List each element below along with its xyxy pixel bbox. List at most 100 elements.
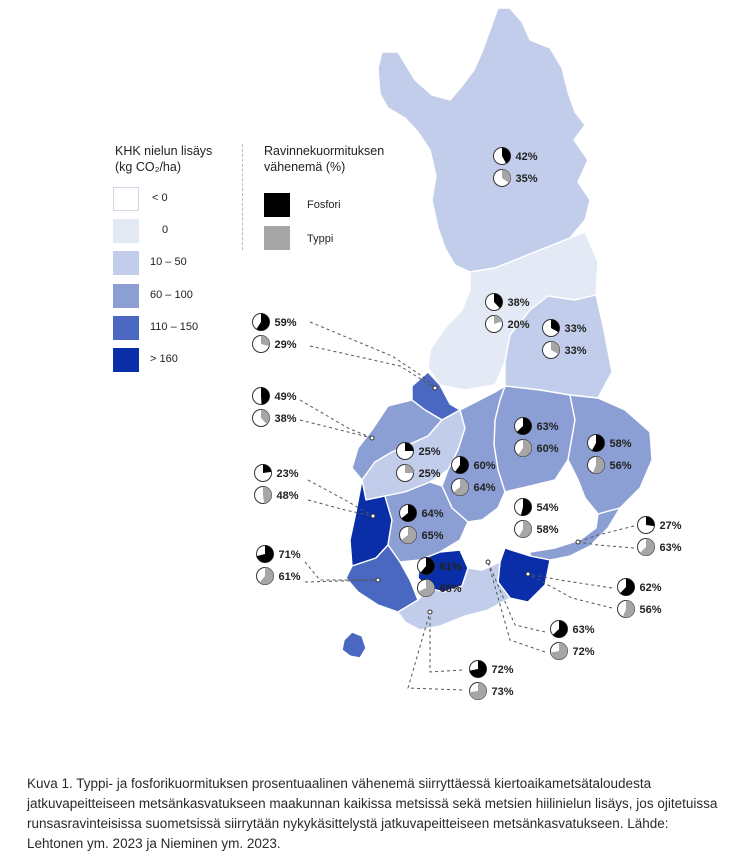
label-fosfori-lappi: 42% — [516, 151, 538, 163]
pie-fosfori-pohjois-karjala — [587, 434, 605, 452]
leader-keski-pohjanmaa — [309, 321, 436, 389]
legend-swatch-0 — [113, 219, 139, 243]
legend-label-10-50: 10 – 50 — [150, 256, 187, 268]
legend-divider — [242, 144, 243, 250]
pie-fosfori-etel-karjala — [637, 516, 655, 534]
pie-typpi-pohjanmaa — [252, 409, 270, 427]
leader-pohjanmaa-2 — [299, 419, 373, 439]
pie-typpi-etel-pohjanmaa — [396, 464, 414, 482]
label-typpi-pirkanmaa: 65% — [422, 530, 444, 542]
pie-fosfori-keski-pohjanmaa-slice — [256, 313, 270, 331]
leader-dot-pohjanmaa — [369, 435, 375, 441]
label-typpi-etel-savo: 58% — [537, 524, 559, 536]
pie-fosfori-pohjois-pohjanmaa-slice — [494, 293, 503, 309]
pie-typpi-kymenlaakso-slice — [622, 600, 635, 618]
label-typpi-kanta-h-me: 68% — [440, 583, 462, 595]
leader-dot-kymenlaakso — [525, 571, 531, 577]
pie-typpi-uusimaa — [469, 682, 487, 700]
pie-typpi-kymenlaakso — [617, 600, 635, 618]
pie-typpi-satakunta-slice — [263, 486, 272, 504]
pie-typpi-varsinais-suomi — [256, 567, 274, 585]
pie-fosfori-etel-savo — [514, 498, 532, 516]
leader-dot-varsinais-suomi — [375, 577, 381, 583]
label-typpi-p-ij-t-h-me: 72% — [573, 646, 595, 658]
leader-paijat-hame — [487, 561, 546, 633]
label-fosfori-etel-karjala: 27% — [660, 520, 682, 532]
label-fosfori-satakunta: 23% — [277, 468, 299, 480]
legend-load-title-line1: Ravinnekuormituksen — [264, 144, 385, 158]
label-typpi-varsinais-suomi: 61% — [279, 571, 301, 583]
pie-fosfori-varsinais-suomi — [256, 545, 274, 563]
leader-dots — [369, 385, 581, 615]
pie-typpi-kainuu-slice — [551, 341, 560, 355]
pie-typpi-keski-pohjanmaa-slice — [261, 335, 270, 347]
legend-swatch-60-100 — [113, 284, 139, 308]
pie-typpi-satakunta — [254, 486, 272, 504]
label-typpi-pohjanmaa: 38% — [275, 413, 297, 425]
pie-typpi-kanta-h-me-slice — [418, 579, 435, 597]
leader-keski-pohjanmaa-2 — [309, 345, 436, 389]
pie-fosfori-kainuu — [542, 319, 560, 337]
pie-fosfori-etel-savo-slice — [520, 498, 532, 516]
label-typpi-keski-pohjanmaa: 29% — [275, 339, 297, 351]
leader-etela-karjala — [577, 525, 635, 543]
label-typpi-uusimaa: 73% — [492, 686, 514, 698]
label-fosfori-keski-pohjanmaa: 59% — [275, 317, 297, 329]
pie-typpi-keski-suomi — [451, 478, 469, 496]
pie-fosfori-p-ij-t-h-me-slice — [552, 620, 568, 638]
leader-varsinais-suomi-2 — [304, 579, 379, 583]
label-typpi-pohjois-savo: 60% — [537, 443, 559, 455]
pie-fosfori-etel-pohjanmaa-slice — [405, 442, 414, 451]
leader-satakunta — [307, 479, 374, 517]
pie-fosfori-uusimaa — [469, 660, 487, 678]
label-typpi-kymenlaakso: 56% — [640, 604, 662, 616]
pie-fosfori-kymenlaakso-slice — [620, 578, 635, 596]
pie-typpi-pohjanmaa-slice — [261, 409, 270, 425]
label-fosfori-etel-pohjanmaa: 25% — [419, 446, 441, 458]
label-fosfori-keski-suomi: 60% — [474, 460, 496, 472]
legend-label-110-150: 110 – 150 — [150, 321, 199, 333]
pie-typpi-p-ij-t-h-me-slice — [550, 642, 568, 660]
label-typpi-satakunta: 48% — [277, 490, 299, 502]
legend-label-typpi: Typpi — [307, 233, 334, 245]
pie-fosfori-kainuu-slice — [551, 319, 560, 333]
pie-typpi-p-ij-t-h-me — [550, 642, 568, 660]
pie-typpi-etel-savo — [514, 520, 532, 538]
leader-kymenlaakso — [527, 573, 613, 589]
pie-typpi-etel-karjala — [637, 538, 655, 556]
pie-fosfori-lappi — [493, 147, 511, 165]
leader-dot-satakunta — [370, 513, 376, 519]
label-fosfori-pohjois-pohjanmaa: 38% — [508, 297, 530, 309]
legend-load-title-line2: vähenemä (%) — [264, 160, 346, 174]
pie-fosfori-lappi-slice — [502, 147, 511, 164]
pie-fosfori-etel-pohjanmaa — [396, 442, 414, 460]
region-lappi — [377, 7, 591, 273]
label-fosfori-pirkanmaa: 64% — [422, 508, 444, 520]
leader-kymenlaakso-2 — [527, 573, 613, 609]
label-fosfori-varsinais-suomi: 71% — [279, 549, 301, 561]
pie-fosfori-pirkanmaa-slice — [401, 504, 417, 522]
pie-fosfori-pirkanmaa — [399, 504, 417, 522]
pie-typpi-pohjois-pohjanmaa — [485, 315, 503, 333]
leader-dot-uusimaa — [427, 609, 433, 615]
pie-typpi-pirkanmaa — [399, 526, 417, 544]
pie-markers: 42% 35% 38% 20% 33% 33% 59% 29% 49% 38% 25% 25% 63% 6… — [252, 147, 682, 700]
label-typpi-pohjois-karjala: 56% — [610, 460, 632, 472]
pie-typpi-lappi — [493, 169, 511, 187]
legend-swatch-lt0 — [113, 187, 139, 211]
pie-fosfori-keski-suomi — [451, 456, 469, 474]
pie-typpi-pirkanmaa-slice — [401, 526, 417, 544]
label-fosfori-etel-savo: 54% — [537, 502, 559, 514]
pie-typpi-kanta-h-me — [417, 579, 435, 597]
region-uusimaa — [397, 561, 511, 631]
pie-typpi-etel-savo-slice — [518, 520, 532, 538]
pie-fosfori-pohjanmaa-slice — [261, 387, 270, 405]
pie-fosfori-varsinais-suomi-slice — [256, 545, 274, 563]
pie-fosfori-pohjois-savo-slice — [516, 417, 532, 435]
pie-fosfori-pohjois-pohjanmaa — [485, 293, 503, 311]
label-fosfori-kanta-h-me: 61% — [440, 561, 462, 573]
leader-dot-etela-karjala — [575, 539, 581, 545]
label-fosfori-pohjois-savo: 63% — [537, 421, 559, 433]
pie-fosfori-pohjanmaa — [252, 387, 270, 405]
legend-label-lt0: < 0 — [152, 192, 168, 204]
